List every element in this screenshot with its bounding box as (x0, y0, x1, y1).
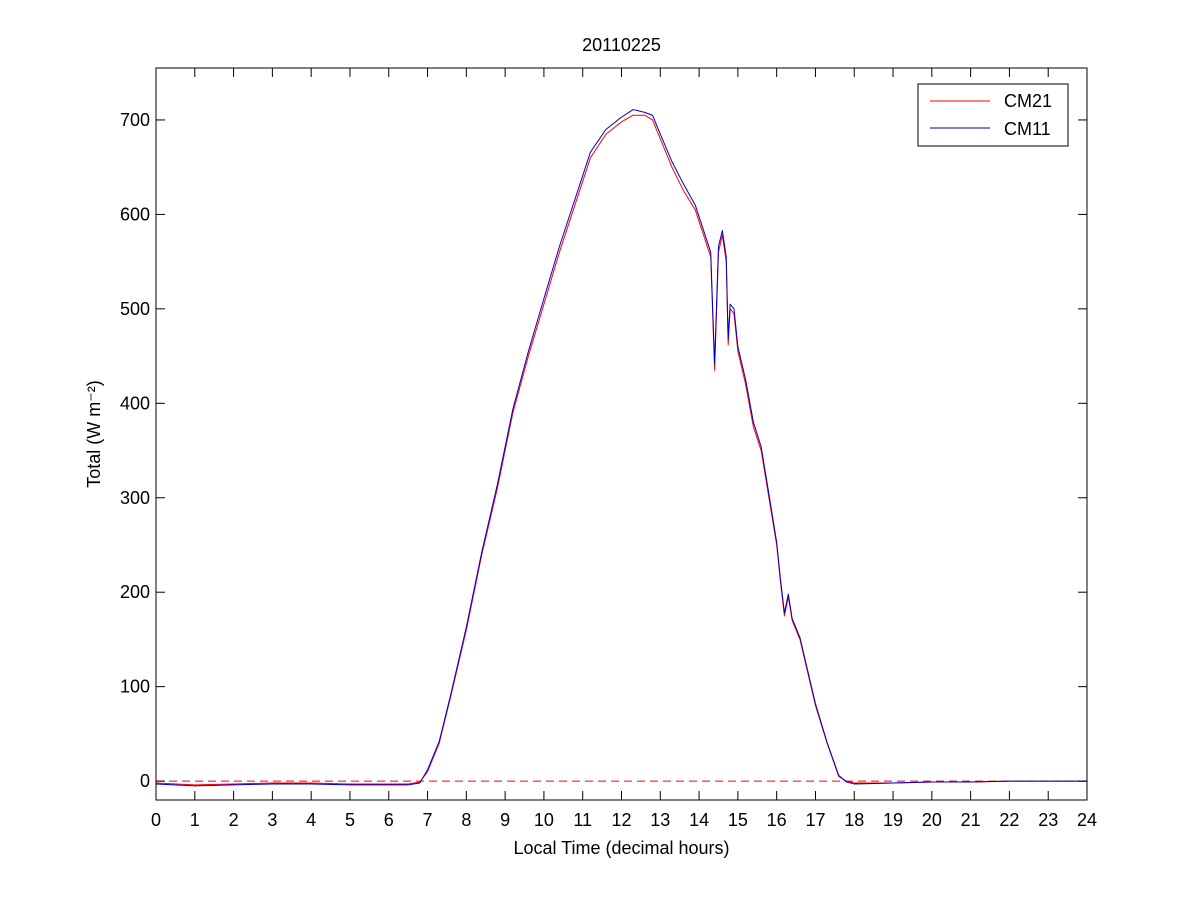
plot-area (156, 68, 1087, 800)
x-tick-label: 22 (999, 810, 1019, 830)
legend-box (917, 83, 1069, 147)
x-tick-label: 11 (573, 810, 592, 830)
legend: CM21 CM11 (917, 83, 1069, 147)
x-tick-label: 15 (728, 810, 748, 830)
x-tick-label: 19 (883, 810, 903, 830)
x-tick-label: 18 (844, 810, 864, 830)
x-tick-label: 4 (306, 810, 316, 830)
x-tick-label: 17 (805, 810, 825, 830)
x-tick-label: 1 (190, 810, 200, 830)
x-tick-label: 7 (423, 810, 433, 830)
x-tick-label: 13 (650, 810, 670, 830)
y-axis-label: Total (W m⁻²) (84, 380, 104, 488)
chart-title: 20110225 (582, 35, 661, 55)
series-line-cm11 (156, 109, 1087, 787)
x-axis-label: Local Time (decimal hours) (513, 838, 729, 858)
x-tick-label: 10 (534, 810, 554, 830)
y-tick-label: 100 (120, 677, 150, 697)
x-tick-label: 16 (767, 810, 787, 830)
x-tick-label: 12 (611, 810, 631, 830)
legend-label-cm11: CM11 (1004, 119, 1051, 139)
x-tick-label: 5 (345, 810, 355, 830)
y-tick-label: 200 (120, 582, 150, 602)
y-axis: 0 100 200 300 400 500 600 700 (120, 110, 1087, 791)
x-tick-label: 20 (922, 810, 942, 830)
x-tick-label: 6 (384, 810, 394, 830)
x-axis: 0 1 2 3 4 5 6 7 8 9 10 11 12 13 14 15 16 17 18 19 20 21 22 23 24 (151, 68, 1097, 830)
y-tick-label: 0 (140, 771, 150, 791)
y-tick-label: 700 (120, 110, 150, 130)
x-tick-label: 0 (151, 810, 161, 830)
x-tick-label: 2 (229, 810, 239, 830)
x-tick-label: 9 (500, 810, 510, 830)
x-tick-label: 3 (267, 810, 277, 830)
x-tick-label: 8 (461, 810, 471, 830)
x-tick-label: 14 (689, 810, 709, 830)
series-line-cm21 (156, 114, 1087, 786)
series-lines (156, 109, 1087, 787)
y-tick-label: 400 (120, 393, 150, 413)
y-tick-label: 500 (120, 299, 150, 319)
x-tick-label: 24 (1077, 810, 1097, 830)
x-tick-label: 21 (961, 810, 981, 830)
x-tick-label: 23 (1038, 810, 1058, 830)
y-tick-label: 600 (120, 204, 150, 224)
legend-label-cm21: CM21 (1004, 91, 1052, 111)
y-tick-label: 300 (120, 488, 150, 508)
